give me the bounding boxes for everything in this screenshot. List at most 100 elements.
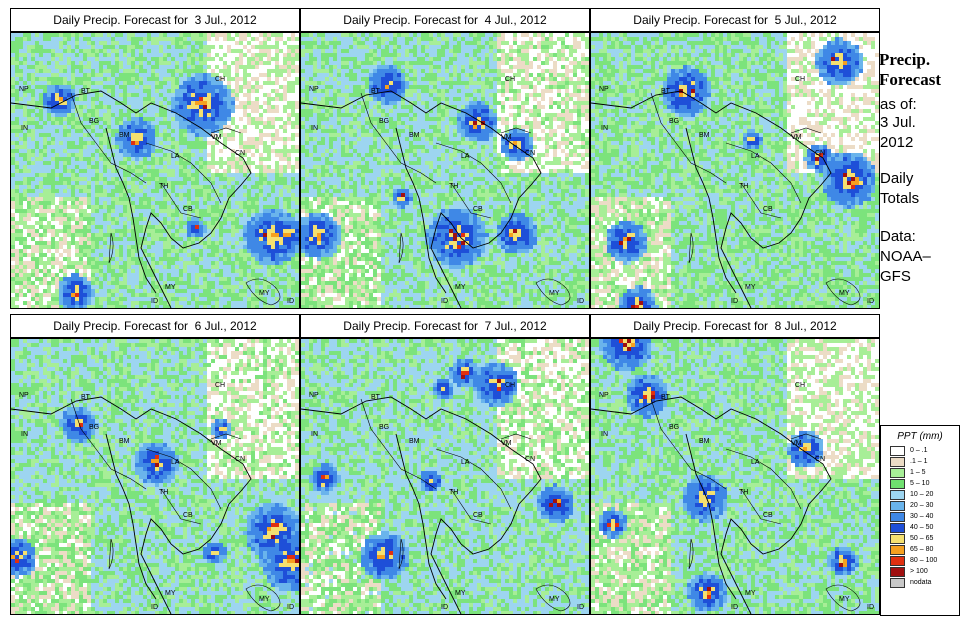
country-label-np: NP [19, 392, 29, 399]
totals-line2: Totals [880, 190, 919, 208]
precip-field: NP BT BG IN CH BM VM LA TH CB MY MY ID ID CN [591, 33, 879, 308]
country-borders [70, 92, 242, 219]
legend-item: nodata [890, 577, 959, 588]
country-label-my_east: MY [259, 596, 270, 603]
islands [108, 232, 281, 306]
country-label-th: TH [159, 183, 168, 190]
country-label-cb: CB [763, 512, 773, 519]
precip-field: NP BT BG IN CH BM VM LA TH CB MY MY ID ID CN [301, 33, 589, 308]
legend-item: 50 – 65 [890, 533, 959, 544]
precip-field: NP BT BG IN CH BM VM LA TH CB MY MY ID ID CN [591, 339, 879, 614]
country-label-vm: VM [211, 440, 222, 447]
country-label-la: LA [171, 153, 180, 160]
country-label-id_west: ID [151, 604, 158, 611]
legend-swatch [890, 534, 905, 544]
legend-label: 80 – 100 [910, 556, 937, 566]
country-label-id_east: ID [577, 298, 584, 305]
country-label-id_west: ID [441, 298, 448, 305]
legend-swatch [890, 457, 905, 467]
legend-item: 10 – 20 [890, 489, 959, 500]
country-label-in: IN [311, 125, 318, 132]
forecast-panel-day6: Daily Precip. Forecast for 8 Jul., 2012 … [590, 314, 880, 615]
country-label-my_west: MY [745, 284, 756, 291]
islands [688, 232, 861, 306]
islands [398, 538, 571, 612]
legend-item: 80 – 100 [890, 555, 959, 566]
legend-item: 40 – 50 [890, 522, 959, 533]
country-label-th: TH [739, 489, 748, 496]
country-label-la: LA [751, 459, 760, 466]
legend-swatch [890, 556, 905, 566]
country-label-bm: BM [409, 438, 420, 445]
asof-year: 2012 [880, 134, 913, 152]
country-label-cn: CN [815, 456, 825, 463]
legend-label: 50 – 65 [910, 534, 933, 544]
country-label-th: TH [739, 183, 748, 190]
country-borders [650, 398, 822, 525]
precip-map: NP BT BG IN CH BM VM LA TH CB MY MY ID ID CN [590, 338, 880, 615]
country-label-ch: CH [215, 76, 225, 83]
country-label-cb: CB [763, 206, 773, 213]
country-label-id_east: ID [287, 604, 294, 611]
country-label-th: TH [449, 489, 458, 496]
country-label-bt: BT [81, 394, 91, 401]
country-label-id_east: ID [287, 298, 294, 305]
country-label-id_west: ID [731, 298, 738, 305]
country-label-bt: BT [81, 88, 91, 95]
legend-swatch [890, 468, 905, 478]
country-label-my_west: MY [455, 590, 466, 597]
precip-field: NP BT BG IN CH BM VM LA TH CB MY MY ID ID CN [301, 339, 589, 614]
country-label-np: NP [599, 392, 609, 399]
legend-title: PPT (mm) [881, 431, 959, 445]
country-label-id_east: ID [577, 604, 584, 611]
country-label-id_west: ID [151, 298, 158, 305]
legend-label: 30 – 40 [910, 512, 933, 522]
legend-label: 1 – 5 [910, 468, 926, 478]
country-label-bg: BG [669, 424, 679, 431]
country-label-bm: BM [409, 132, 420, 139]
side-title-line2: Forecast [879, 70, 941, 89]
country-label-id_east: ID [867, 298, 874, 305]
panel-title: Daily Precip. Forecast for 7 Jul., 2012 [300, 314, 590, 338]
legend-label: 10 – 20 [910, 490, 933, 500]
legend-swatch [890, 523, 905, 533]
country-borders [650, 92, 822, 219]
country-label-cn: CN [235, 150, 245, 157]
country-label-th: TH [159, 489, 168, 496]
country-borders [360, 92, 532, 219]
country-label-in: IN [21, 431, 28, 438]
country-label-cb: CB [473, 206, 483, 213]
country-label-in: IN [311, 431, 318, 438]
precip-map: NP BT BG IN CH BM VM LA TH CB MY MY ID ID CN [300, 338, 590, 615]
precip-field: NP BT BG IN CH BM VM LA TH CB MY MY ID ID CN [11, 33, 299, 308]
country-label-ch: CH [795, 382, 805, 389]
legend-swatch [890, 490, 905, 500]
legend-label: nodata [910, 578, 931, 588]
country-label-ch: CH [215, 382, 225, 389]
islands [108, 538, 281, 612]
legend-item: 5 – 10 [890, 478, 959, 489]
country-label-cn: CN [235, 456, 245, 463]
coastline [301, 396, 542, 614]
legend-item: 65 – 80 [890, 544, 959, 555]
legend-swatch [890, 446, 905, 456]
panel-title: Daily Precip. Forecast for 4 Jul., 2012 [300, 8, 590, 32]
legend-item: 0 – .1 [890, 445, 959, 456]
country-label-in: IN [21, 125, 28, 132]
legend-swatch [890, 501, 905, 511]
legend-item: > 100 [890, 566, 959, 577]
country-label-bg: BG [89, 424, 99, 431]
panel-title: Daily Precip. Forecast for 6 Jul., 2012 [10, 314, 300, 338]
legend-item: 30 – 40 [890, 511, 959, 522]
forecast-panel-day4: Daily Precip. Forecast for 6 Jul., 2012 … [10, 314, 300, 615]
country-label-my_east: MY [549, 596, 560, 603]
coastline [301, 90, 542, 308]
country-label-vm: VM [211, 134, 222, 141]
country-label-cn: CN [525, 456, 535, 463]
legend-swatch [890, 479, 905, 489]
country-label-bt: BT [661, 88, 671, 95]
asof-date: 3 Jul. [880, 114, 916, 132]
precip-map: NP BT BG IN CH BM VM LA TH CB MY MY ID ID CN [10, 32, 300, 309]
country-label-cn: CN [525, 150, 535, 157]
